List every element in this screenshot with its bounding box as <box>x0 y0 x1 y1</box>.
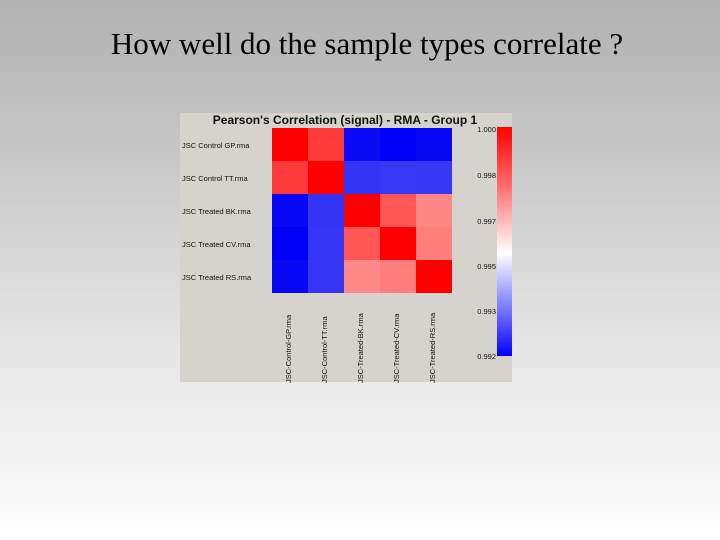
heatmap-cell <box>272 227 308 260</box>
correlation-heatmap: Pearson's Correlation (signal) - RMA - G… <box>180 113 512 383</box>
column-label: JSC-Treated-BK.rma <box>356 313 365 383</box>
scale-tick: 0.993 <box>477 307 496 316</box>
heatmap-cell <box>380 128 416 161</box>
heatmap-cell <box>308 227 344 260</box>
row-label: JSC Treated RS.rma <box>182 273 252 282</box>
row-label: JSC Treated CV.rma <box>182 240 251 249</box>
heatmap-cell <box>272 128 308 161</box>
heatmap-cell <box>272 161 308 194</box>
heatmap-cell <box>416 194 452 227</box>
row-label: JSC Treated BK.rma <box>182 207 251 216</box>
heatmap-cell <box>380 161 416 194</box>
heatmap-cell <box>272 260 308 293</box>
row-label: JSC Control GP.rma <box>182 141 250 150</box>
heatmap-cell <box>272 194 308 227</box>
column-label: JSC-Treated-RS.rma <box>428 312 437 383</box>
column-label: JSC-Control-TT.rma <box>320 316 329 383</box>
column-label: JSC-Treated-CV.rma <box>392 313 401 383</box>
chart-title: Pearson's Correlation (signal) - RMA - G… <box>212 113 478 127</box>
heatmap-cell <box>308 161 344 194</box>
heatmap-cell <box>416 128 452 161</box>
scale-tick: 0.998 <box>477 171 496 180</box>
heatmap-cell <box>416 227 452 260</box>
heatmap-cell <box>344 227 380 260</box>
heatmap-cell <box>344 260 380 293</box>
heatmap-grid <box>272 128 452 293</box>
heatmap-cell <box>380 194 416 227</box>
heatmap-cell <box>344 128 380 161</box>
heatmap-cell <box>416 161 452 194</box>
scale-tick: 0.992 <box>477 352 496 361</box>
heatmap-cell <box>308 260 344 293</box>
heatmap-cell <box>380 227 416 260</box>
heatmap-cell <box>380 260 416 293</box>
heatmap-cell <box>344 194 380 227</box>
column-label: JSC-Control-GP.rma <box>284 314 293 383</box>
heatmap-cell <box>308 194 344 227</box>
color-scale-bar <box>497 127 512 356</box>
scale-tick: 0.995 <box>477 262 496 271</box>
heatmap-cell <box>344 161 380 194</box>
scale-tick: 1.000 <box>477 125 496 134</box>
heatmap-cell <box>308 128 344 161</box>
row-label: JSC Control TT.rma <box>182 174 248 183</box>
heatmap-cell <box>416 260 452 293</box>
slide-title: How well do the sample types correlate ? <box>110 26 624 61</box>
scale-tick: 0.997 <box>477 217 496 226</box>
